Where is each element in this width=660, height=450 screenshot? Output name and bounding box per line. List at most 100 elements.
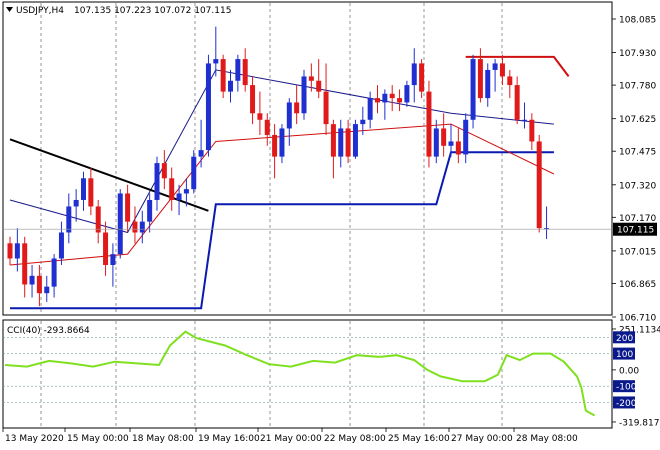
price-tick-label: 107.320	[619, 181, 656, 191]
candle-body	[492, 63, 498, 70]
price-tick-label: 108.085	[619, 16, 656, 26]
candles	[7, 26, 550, 307]
cci-tick-label: 100	[616, 350, 633, 360]
candle-body	[183, 189, 189, 194]
cci-tick-label: -100	[616, 383, 637, 393]
candle-body	[154, 163, 160, 200]
candle-body	[360, 119, 366, 125]
candle-body	[51, 258, 57, 287]
cci-series	[4, 330, 596, 417]
candle-body	[228, 80, 233, 92]
candle-body	[103, 232, 109, 265]
cci-level-box	[613, 396, 635, 409]
candle-body	[22, 243, 28, 285]
candle-body	[382, 93, 388, 103]
candle-body	[514, 85, 520, 120]
candle-body	[404, 85, 410, 103]
candle-body	[529, 119, 535, 142]
candle-body	[411, 63, 417, 86]
price-tick-label: 107.475	[619, 148, 656, 158]
candle-body	[455, 141, 461, 155]
price-tick-label: 107.930	[619, 49, 656, 59]
candle-body	[441, 128, 447, 146]
ma-lower-line	[9, 123, 555, 266]
candle-body	[205, 63, 211, 151]
candle-body	[88, 178, 94, 207]
time-tick-label: 27 May 00:00	[451, 434, 513, 444]
candle-body	[198, 150, 204, 157]
candle-body	[544, 228, 550, 230]
indicator-lines	[9, 55, 570, 310]
candle-body	[95, 206, 101, 233]
cci-tick-label: 251.1134	[619, 325, 660, 335]
price-tick-label: 107.780	[619, 82, 656, 92]
candle-body	[81, 178, 86, 200]
chart-menu-triangle-icon[interactable]	[6, 7, 13, 12]
price-tick-label: 106.710	[619, 314, 656, 324]
trendline	[9, 138, 209, 212]
candle-body	[264, 119, 270, 135]
candle-body	[58, 232, 64, 259]
candle-body	[169, 178, 175, 200]
candle-body	[220, 59, 226, 92]
candle-body	[499, 63, 505, 77]
candle-body	[397, 98, 403, 103]
price-tick-label: 107.170	[619, 214, 656, 224]
candle-body	[147, 199, 153, 222]
candle-body	[110, 254, 116, 265]
candle-body	[73, 199, 79, 207]
candle-body	[44, 286, 50, 294]
candle-body	[191, 156, 197, 190]
candle-body	[352, 124, 358, 157]
cci-tick-label: -319.8178	[619, 418, 660, 428]
candle-body	[330, 124, 336, 157]
candle-body	[161, 163, 167, 179]
candle-body	[272, 134, 278, 157]
current-price-marker: 107.115	[3, 222, 657, 236]
candle-body	[14, 243, 20, 259]
price-tick-label: 107.625	[619, 115, 656, 125]
cci-level-lines	[3, 337, 612, 403]
candle-body	[242, 59, 248, 86]
candle-body	[286, 102, 292, 129]
cci-label: CCI(40) -293.8664	[7, 326, 90, 336]
cci-level-box	[613, 380, 635, 393]
candle-body	[132, 221, 138, 233]
time-axis: 13 May 2020 15 May 00:00 18 May 08:00 19 Ma…	[2, 428, 578, 444]
candle-body	[125, 193, 131, 222]
candle-body	[389, 93, 395, 99]
cci-level-box	[613, 347, 635, 360]
candle-body	[316, 80, 322, 92]
candle-body	[375, 98, 380, 103]
price-tick-label: 106.865	[619, 280, 656, 290]
candle-body	[419, 63, 425, 92]
symbol-label: USDJPY,H4	[16, 6, 64, 16]
cci-panel-frame	[2, 319, 613, 429]
time-tick-label: 22 May 08:00	[324, 434, 386, 444]
candle-body	[213, 59, 219, 64]
candle-body	[323, 91, 329, 125]
candle-body	[308, 76, 314, 81]
time-tick-label: 28 May 08:00	[516, 434, 578, 444]
candle-body	[367, 98, 373, 120]
candle-body	[66, 206, 72, 233]
candle-body	[426, 91, 432, 157]
current-price-label: 107.115	[617, 226, 654, 236]
price-axis: 108.085 107.930 107.780 107.625 107.475 107.3…	[612, 16, 656, 324]
candle-body	[250, 85, 256, 114]
candle-body	[485, 69, 491, 99]
candle-body	[235, 59, 241, 81]
candle-body	[463, 119, 469, 155]
channel-line	[10, 151, 554, 310]
candle-body	[301, 76, 307, 114]
candle-body	[433, 128, 439, 157]
candle-body	[470, 59, 476, 120]
candle-body	[536, 141, 542, 229]
resistance-line	[465, 55, 570, 78]
candle-body	[29, 275, 35, 285]
time-tick-label: 19 May 16:00	[198, 434, 260, 444]
candle-body	[139, 221, 145, 233]
candle-body	[36, 275, 42, 294]
